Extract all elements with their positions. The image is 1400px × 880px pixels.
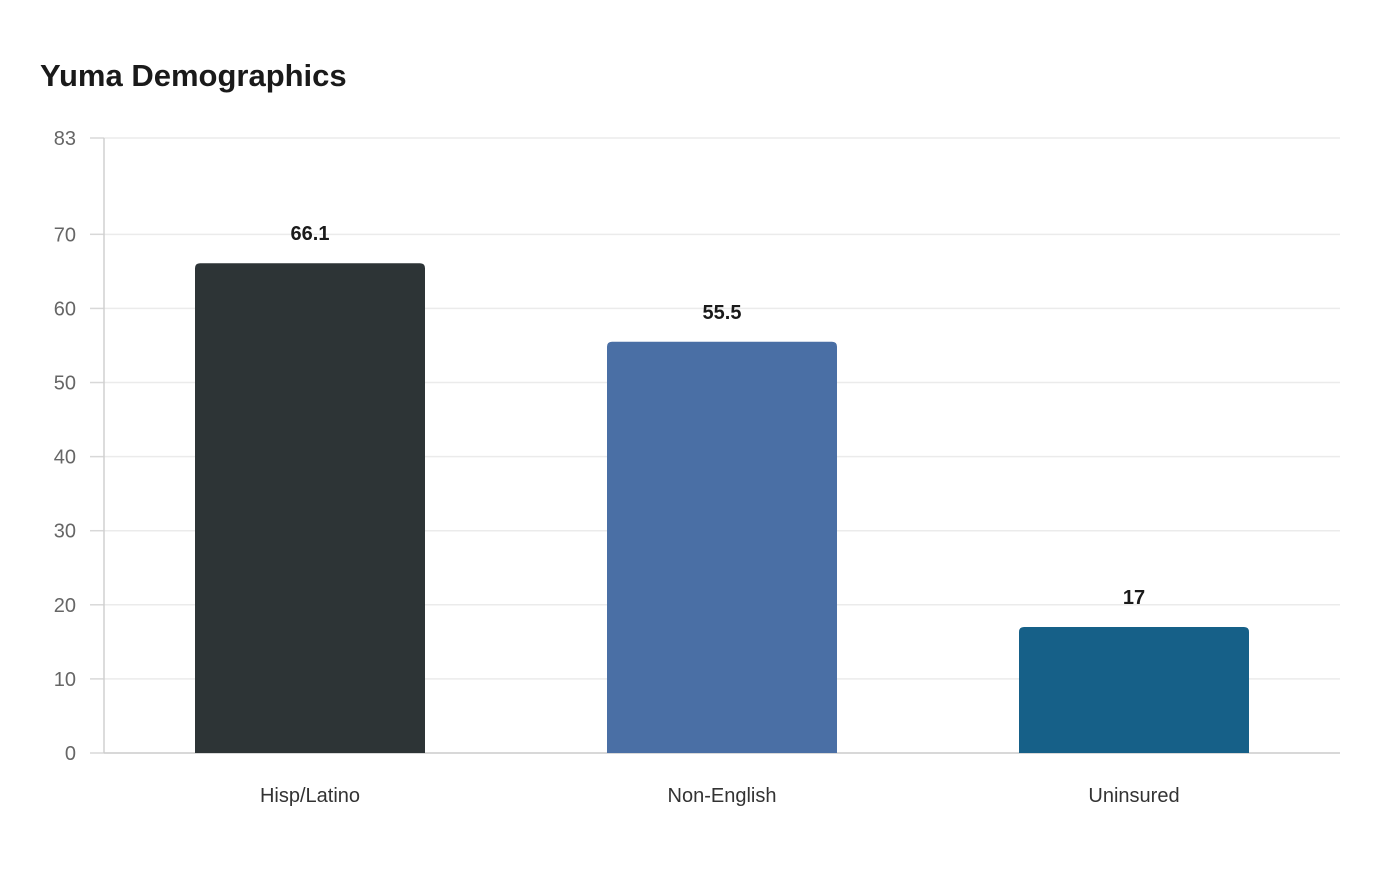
y-tick-label: 20 — [54, 595, 76, 617]
category-labels: Hisp/Latino Non-English Uninsured — [260, 785, 1180, 807]
x-category-label: Uninsured — [1088, 785, 1179, 807]
data-label: 66.1 — [291, 223, 330, 245]
y-tick-label: 70 — [54, 224, 76, 246]
y-tick-label: 10 — [54, 669, 76, 691]
data-label: 17 — [1123, 587, 1145, 609]
chart-title: Yuma Demographics — [40, 58, 347, 93]
y-tick-labels: 0 10 20 30 40 50 60 70 83 — [54, 128, 76, 765]
y-tick-label: 60 — [54, 298, 76, 320]
y-tick-label: 50 — [54, 373, 76, 395]
x-category-label: Hisp/Latino — [260, 785, 360, 807]
bar-non-english — [607, 341, 837, 753]
bar-hisp-latino — [195, 263, 425, 753]
data-label: 55.5 — [703, 302, 742, 324]
y-tick-label: 0 — [65, 743, 76, 765]
data-labels: 66.1 55.5 17 — [291, 223, 1146, 609]
y-tick-label: 30 — [54, 521, 76, 543]
bar-uninsured — [1019, 627, 1249, 753]
bars — [195, 263, 1249, 753]
y-tick-label: 83 — [54, 128, 76, 150]
y-tick-label: 40 — [54, 447, 76, 469]
x-category-label: Non-English — [668, 785, 777, 807]
